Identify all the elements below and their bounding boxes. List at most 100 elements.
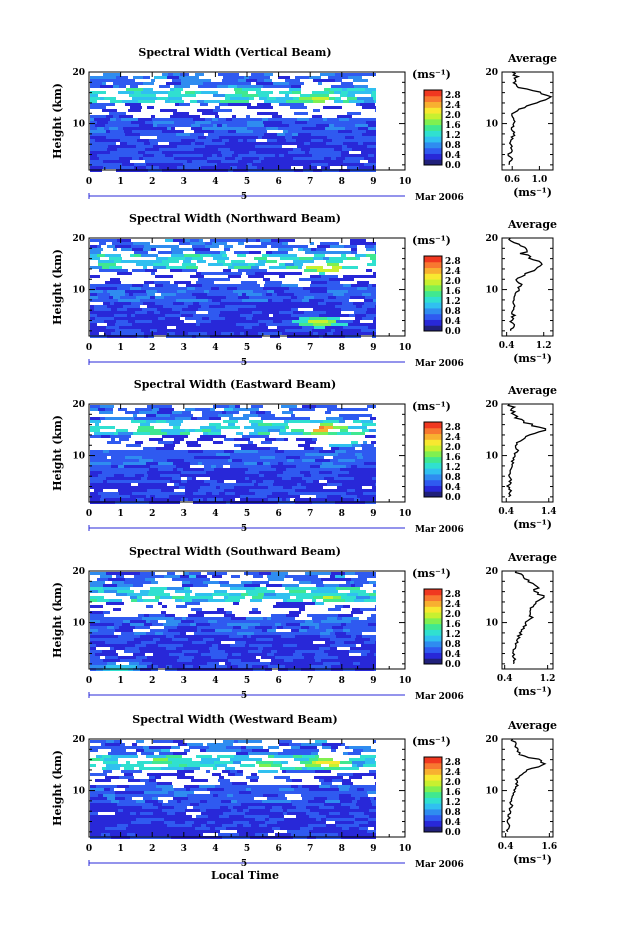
heatmap-cell (312, 91, 329, 94)
heatmap-cell (193, 665, 199, 668)
heatmap-cell (166, 82, 181, 85)
x-tick-label: 5 (244, 844, 250, 854)
heatmap-cell (197, 109, 213, 112)
heatmap-cell (276, 438, 284, 441)
heatmap-cell (220, 797, 234, 800)
heatmap-cell (334, 100, 343, 103)
heatmap-cell (114, 623, 122, 626)
heatmap-cell (95, 653, 105, 656)
heatmap-cell (134, 254, 141, 257)
heatmap-cell (151, 272, 155, 275)
heatmap-cell (374, 154, 376, 157)
heatmap-cell (157, 329, 163, 332)
heatmap-cell (258, 483, 265, 486)
profile-frame (501, 403, 554, 503)
heatmap-cell (144, 245, 150, 248)
heatmap-cell (208, 812, 223, 815)
heatmap-cell (334, 650, 349, 653)
heatmap-cell (163, 794, 174, 797)
heatmap-cell (361, 145, 367, 148)
heatmap-cell (298, 260, 314, 263)
heatmap-cell (265, 638, 273, 641)
heatmap-cell (211, 429, 221, 432)
heatmap-cell (253, 800, 262, 803)
heatmap-cell (290, 483, 297, 486)
heatmap-cell (96, 287, 105, 290)
heatmap-cell (257, 166, 266, 169)
heatmap-cell (203, 498, 207, 501)
heatmap-cell (191, 124, 200, 127)
heatmap-cell (110, 76, 116, 79)
x-tick-label: 8 (339, 177, 345, 187)
heatmap-cell (141, 827, 156, 830)
heatmap-cell (95, 758, 100, 761)
heatmap-cell (298, 248, 303, 251)
heatmap-cell (251, 656, 256, 659)
heatmap-cell (180, 474, 188, 477)
heatmap-cell (151, 91, 168, 94)
heatmap-cell (90, 121, 97, 124)
heatmap-cell (272, 293, 277, 296)
heatmap-cell (349, 812, 354, 815)
heatmap-cell (298, 417, 310, 420)
heatmap-cell (266, 296, 277, 299)
heatmap-cell (149, 468, 158, 471)
heatmap-cell (168, 73, 173, 76)
heatmap-cell (175, 332, 188, 335)
heatmap-cell (242, 408, 259, 411)
heatmap-cell (90, 830, 103, 833)
heatmap-cell (254, 429, 268, 432)
heatmap-cell (299, 581, 311, 584)
heatmap-cell (195, 139, 212, 142)
heatmap-cell (177, 800, 181, 803)
heatmap-cell (287, 459, 294, 462)
heatmap-cell (241, 305, 248, 308)
heatmap-cell (98, 623, 114, 626)
heatmap-cell (372, 260, 376, 263)
heatmap-cell (336, 299, 349, 302)
heatmap-cell (249, 644, 261, 647)
heatmap-cell (90, 483, 99, 486)
heatmap-cell (90, 251, 101, 254)
heatmap-cell (90, 329, 98, 332)
heatmap-cell (304, 474, 311, 477)
heatmap-cell (351, 626, 366, 629)
heatmap-cell (244, 290, 253, 293)
heatmap-cell (352, 764, 357, 767)
heatmap-cell (157, 260, 162, 263)
heatmap-cell (292, 474, 304, 477)
heatmap-cell (126, 755, 138, 758)
heatmap-cell (304, 136, 315, 139)
heatmap-cell (251, 635, 266, 638)
colorbar-swatch (424, 101, 442, 108)
heatmap-cell (278, 462, 283, 465)
heatmap-cell (348, 85, 354, 88)
heatmap-cell (338, 133, 351, 136)
heatmap-cell (256, 251, 261, 254)
heatmap-cell (178, 743, 187, 746)
heatmap-cell (295, 767, 302, 770)
y-axis-label: Height (km) (51, 83, 64, 159)
heatmap-cell (366, 620, 376, 623)
heatmap-cell (170, 830, 183, 833)
heatmap-cell (273, 812, 283, 815)
heatmap-cell (215, 115, 219, 118)
heatmap-cell (281, 803, 292, 806)
heatmap-cell (313, 109, 320, 112)
heatmap-cell (168, 791, 174, 794)
heatmap-cell (130, 495, 146, 498)
heatmap-cell (194, 148, 208, 151)
heatmap-cell (170, 115, 184, 118)
heatmap-cell (206, 758, 220, 761)
heatmap-cell (138, 483, 150, 486)
heatmap-cell (181, 827, 195, 830)
heatmap-cell (174, 483, 179, 486)
heatmap-cell (135, 833, 142, 836)
heatmap-cell (276, 602, 282, 605)
heatmap-cell (105, 139, 120, 142)
heatmap-cell (280, 429, 286, 432)
heatmap-cell (328, 76, 340, 79)
heatmap-cell (304, 665, 309, 668)
heatmap-cell (98, 794, 103, 797)
heatmap-cell (195, 142, 204, 145)
